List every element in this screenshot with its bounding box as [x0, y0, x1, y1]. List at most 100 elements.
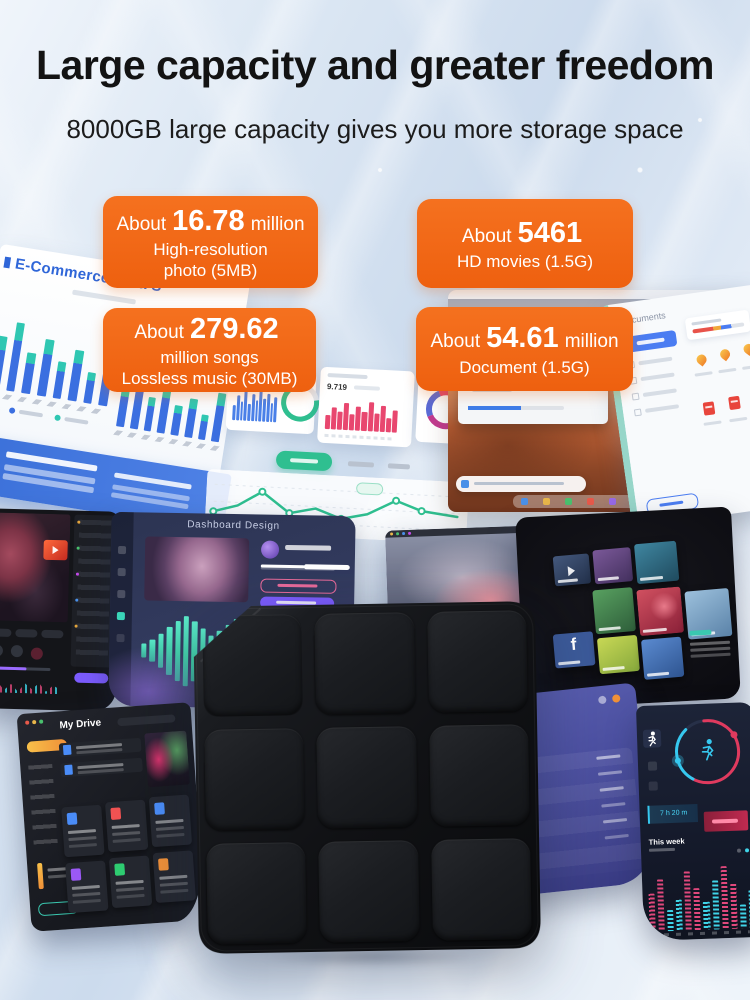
control-pills — [0, 628, 12, 637]
dock-icon — [565, 498, 572, 505]
recent-file-row — [58, 737, 142, 758]
tv-description-bars — [689, 640, 731, 646]
file-card — [152, 850, 197, 904]
stat-value: 9.719 — [326, 381, 348, 393]
window-traffic-lights — [25, 720, 30, 725]
pink-outline-pill — [260, 578, 337, 594]
weekly-activity-bars — [647, 858, 750, 932]
app-tile-nature — [592, 587, 636, 635]
badge-prefix: About — [134, 321, 184, 343]
smart-tv-screen: f — [515, 506, 741, 710]
device-pad — [429, 724, 530, 827]
badge-line2: million songs — [160, 347, 259, 367]
facebook-icon: f — [569, 634, 578, 655]
device-pad — [206, 842, 307, 945]
app-tile-video — [552, 553, 592, 587]
ecommerce-legend-dots — [8, 407, 16, 415]
fitness-week-label: This week — [648, 836, 685, 847]
map-pin-icon — [718, 347, 733, 362]
tv-box-device — [193, 601, 541, 954]
device-pad — [427, 610, 528, 713]
badge-prefix: About — [116, 213, 167, 235]
ecommerce-caption-bar — [72, 289, 137, 305]
app-tile-show — [633, 540, 680, 585]
notification-pill — [456, 476, 586, 492]
axis-tick-bar — [651, 930, 750, 937]
progress-bar — [468, 406, 564, 410]
download-label-bar — [729, 416, 748, 423]
fitness-time-box: 7 h 20 m — [647, 804, 699, 824]
badge-line2: High-resolution — [153, 239, 268, 259]
artist-photo-card — [144, 536, 250, 603]
webcam-photo — [0, 512, 71, 623]
avatar — [260, 540, 280, 559]
badge-prefix: About — [461, 225, 512, 247]
row-value-bars — [596, 754, 621, 760]
documents-list-row — [625, 354, 680, 369]
music-dashboard-title: Dashboard Design — [187, 519, 280, 532]
playback-progress — [260, 566, 335, 571]
audio-meter — [0, 678, 60, 694]
streamer-screen — [0, 508, 121, 712]
drive-sidebar — [28, 763, 59, 852]
footer-text-bars — [5, 451, 98, 472]
capacity-badge-photos: About 16.78 million High-resolution photo … — [103, 196, 318, 288]
recent-label-bar — [718, 367, 737, 374]
documents-list-row — [630, 385, 685, 400]
badge-value: 16.78 — [172, 204, 245, 237]
badge-suffix: million — [564, 331, 619, 353]
recent-label-bar — [694, 371, 713, 377]
device-pad-grid — [202, 610, 532, 945]
mini-bar-chart-red — [324, 397, 399, 433]
page-title: Large capacity and greater freedom — [36, 42, 714, 88]
fitness-calorie-box — [703, 810, 749, 832]
dock-icon — [521, 498, 528, 505]
device-pad — [431, 838, 532, 941]
sidebar-icon-strip — [108, 511, 134, 707]
file-card — [61, 804, 105, 858]
sidebar-icons — [117, 546, 127, 555]
badge-prefix: About — [430, 331, 481, 353]
app-tile-music — [641, 636, 685, 680]
app-tile-game — [596, 634, 640, 675]
track-name-bar — [285, 544, 332, 551]
documents-list-row — [632, 401, 687, 416]
badge-line3: photo (5MB) — [163, 261, 258, 281]
media-thumbnail — [144, 730, 190, 788]
file-card — [65, 860, 109, 914]
runner-icon-box — [642, 729, 662, 748]
capacity-badge-documents: About 54.61 million Document (1.5G) — [416, 307, 633, 391]
legend-dot — [744, 848, 750, 853]
app-tile-facebook: f — [552, 631, 596, 669]
dock-icon — [609, 498, 616, 505]
fitness-screen: 7 h 20 m This week — [635, 702, 750, 941]
device-pad — [318, 840, 419, 943]
dock-icon — [587, 498, 594, 505]
card-caption-bar — [327, 372, 368, 380]
device-pad — [316, 726, 417, 829]
storage-usage-card — [684, 309, 750, 341]
pdf-file-icon — [728, 395, 741, 411]
dock-icon — [543, 498, 550, 505]
sidebar-faint-icons — [647, 761, 658, 771]
badge-value: 54.61 — [486, 322, 559, 355]
map-pin-icon — [741, 341, 750, 356]
stat-caption-bar — [353, 385, 381, 391]
device-pad — [204, 728, 305, 831]
recent-label-bar — [742, 364, 750, 370]
drive-title: My Drive — [59, 717, 102, 732]
download-label-bar — [703, 420, 722, 426]
file-card — [148, 794, 193, 848]
axis-tick-bar — [324, 433, 395, 441]
badge-suffix: million — [250, 213, 305, 235]
ecommerce-legend-bars — [18, 409, 44, 418]
file-card — [104, 799, 149, 853]
runner-icon — [648, 731, 656, 747]
video-logo-card — [43, 539, 68, 561]
play-icon — [567, 565, 576, 576]
label-bar — [347, 461, 375, 468]
app-tile-drama — [636, 586, 685, 637]
storage-gauge — [37, 862, 44, 890]
device-body — [193, 601, 541, 954]
